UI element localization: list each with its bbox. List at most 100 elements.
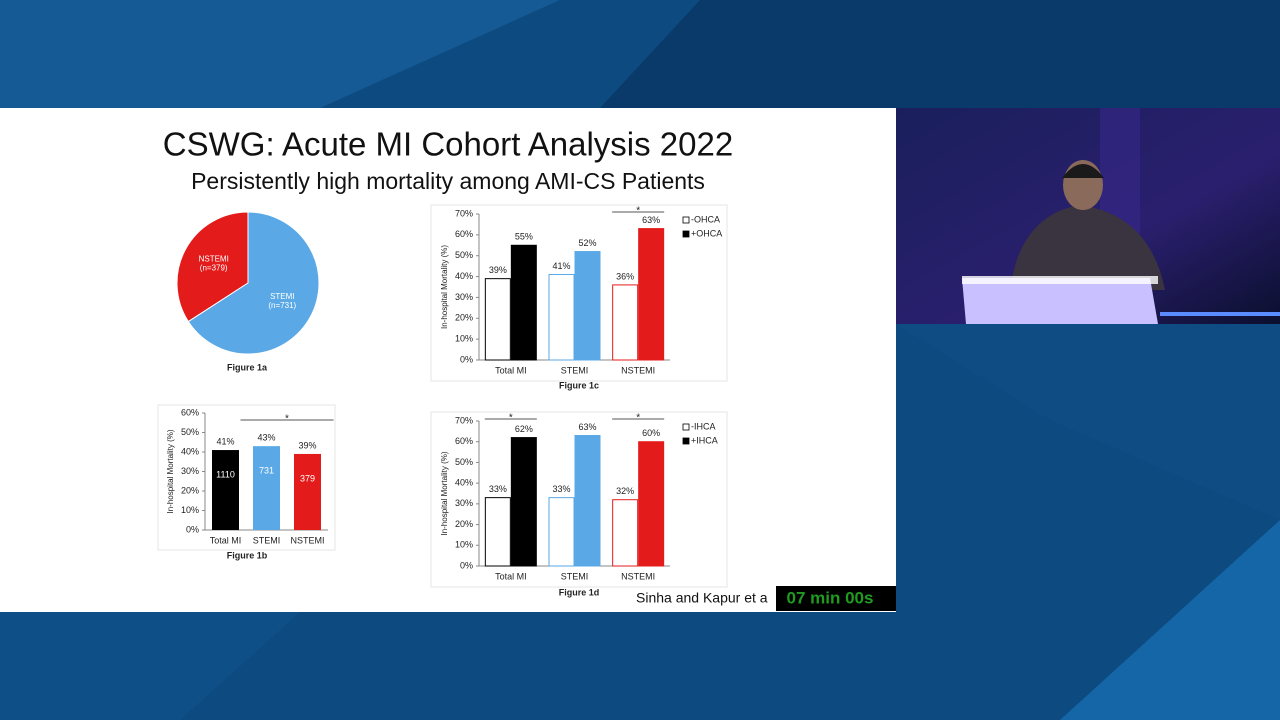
y-tick-label: 0% bbox=[186, 524, 199, 534]
y-tick-label: 50% bbox=[181, 427, 199, 437]
legend-marker bbox=[682, 230, 690, 238]
y-tick-label: 60% bbox=[455, 229, 473, 239]
legend-label: -IHCA bbox=[691, 421, 716, 431]
legend-label: +OHCA bbox=[691, 228, 722, 238]
bar bbox=[574, 435, 601, 567]
bar-value-label: 39% bbox=[489, 265, 507, 275]
bg-shape bbox=[600, 0, 1280, 108]
slide-title: CSWG: Acute MI Cohort Analysis 2022 bbox=[163, 126, 733, 163]
citation: Sinha and Kapur et a bbox=[636, 590, 768, 606]
x-tick-label: Total MI bbox=[210, 535, 242, 545]
bar-value-label: 36% bbox=[616, 271, 634, 281]
bar bbox=[638, 228, 665, 361]
bar bbox=[574, 251, 601, 361]
x-tick-label: STEMI bbox=[561, 365, 589, 375]
bar bbox=[612, 499, 639, 567]
x-tick-label: NSTEMI bbox=[621, 571, 655, 581]
y-tick-label: 20% bbox=[181, 485, 199, 495]
pie-slice bbox=[187, 211, 320, 355]
bar-value-label: 39% bbox=[298, 440, 316, 450]
y-tick-label: 10% bbox=[455, 334, 473, 344]
figure-caption: Figure 1b bbox=[227, 550, 268, 560]
x-tick-label: STEMI bbox=[253, 535, 281, 545]
y-tick-label: 70% bbox=[455, 415, 473, 425]
y-tick-label: 10% bbox=[455, 540, 473, 550]
legend-marker bbox=[682, 216, 690, 224]
bar-value-label: 62% bbox=[515, 424, 533, 434]
bar bbox=[638, 441, 665, 567]
bar bbox=[484, 278, 511, 361]
timer: 07 min 00s bbox=[787, 588, 874, 607]
figure-caption: Figure 1c bbox=[559, 380, 599, 390]
bar-value-label: 32% bbox=[616, 486, 634, 496]
bar-value-label: 33% bbox=[489, 484, 507, 494]
y-tick-label: 20% bbox=[455, 313, 473, 323]
timer-box bbox=[776, 586, 896, 611]
slice-value: (n=731) bbox=[268, 301, 296, 310]
y-tick-label: 0% bbox=[460, 560, 473, 570]
bar-value-label: 63% bbox=[578, 422, 596, 432]
x-tick-label: NSTEMI bbox=[621, 365, 655, 375]
y-tick-label: 10% bbox=[181, 505, 199, 515]
y-tick-label: 0% bbox=[460, 354, 473, 364]
bar-value-label: 41% bbox=[552, 261, 570, 271]
slice-value: (n=379) bbox=[200, 263, 228, 272]
bar bbox=[510, 244, 537, 361]
slice-label: STEMI bbox=[270, 292, 294, 301]
bg-shape bbox=[896, 324, 1280, 520]
legend-label: -OHCA bbox=[691, 214, 720, 224]
bar bbox=[510, 437, 537, 567]
legend-marker bbox=[682, 423, 690, 431]
x-tick-label: STEMI bbox=[561, 571, 589, 581]
figure-caption: Figure 1d bbox=[559, 587, 600, 597]
bar-value-label: 63% bbox=[642, 215, 660, 225]
bar-count-label: 379 bbox=[300, 473, 315, 483]
y-tick-label: 70% bbox=[455, 208, 473, 218]
significance-marker: * bbox=[636, 206, 640, 217]
y-tick-label: 50% bbox=[455, 250, 473, 260]
y-tick-label: 40% bbox=[455, 478, 473, 488]
bg-shape bbox=[0, 612, 300, 720]
y-tick-label: 40% bbox=[455, 271, 473, 281]
bar-value-label: 60% bbox=[642, 428, 660, 438]
bar-value-label: 33% bbox=[552, 484, 570, 494]
bg-shape bbox=[0, 0, 560, 108]
significance-marker: * bbox=[636, 413, 640, 424]
slice-label: NSTEMI bbox=[199, 254, 229, 263]
bar-value-label: 43% bbox=[257, 433, 275, 443]
bar bbox=[548, 273, 575, 361]
y-tick-label: 40% bbox=[181, 446, 199, 456]
bar bbox=[253, 446, 280, 530]
video-feed bbox=[896, 108, 1280, 324]
y-axis-label: In-hospital Mortality (%) bbox=[440, 451, 449, 535]
y-tick-label: 60% bbox=[455, 436, 473, 446]
y-tick-label: 20% bbox=[455, 519, 473, 529]
bar bbox=[484, 497, 511, 567]
y-tick-label: 30% bbox=[455, 292, 473, 302]
bar-value-label: 52% bbox=[578, 238, 596, 248]
x-tick-label: Total MI bbox=[495, 365, 527, 375]
y-tick-label: 60% bbox=[181, 407, 199, 417]
x-tick-label: NSTEMI bbox=[290, 535, 324, 545]
y-axis-label: In-hospital Mortality (%) bbox=[166, 429, 175, 513]
bar bbox=[294, 453, 321, 530]
bar-count-label: 1110 bbox=[216, 469, 235, 479]
y-tick-label: 30% bbox=[455, 498, 473, 508]
legend-marker bbox=[682, 437, 690, 445]
bar bbox=[212, 450, 239, 530]
significance-marker: * bbox=[285, 414, 289, 425]
bar-value-label: 55% bbox=[515, 232, 533, 242]
bar-count-label: 731 bbox=[259, 466, 274, 476]
figure-caption: Figure 1a bbox=[227, 362, 268, 372]
y-tick-label: 50% bbox=[455, 457, 473, 467]
bg-shape bbox=[1060, 520, 1280, 720]
slide-subtitle: Persistently high mortality among AMI-CS… bbox=[191, 168, 705, 194]
bar bbox=[548, 497, 575, 567]
bar bbox=[612, 284, 639, 361]
bar-value-label: 41% bbox=[216, 436, 234, 446]
y-tick-label: 30% bbox=[181, 466, 199, 476]
legend-label: +IHCA bbox=[691, 435, 718, 445]
significance-marker: * bbox=[509, 413, 513, 424]
